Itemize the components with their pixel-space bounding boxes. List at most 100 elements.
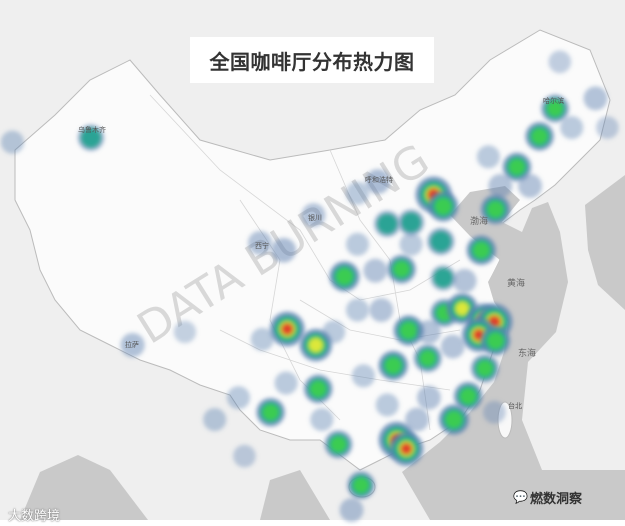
heat-point [351,364,376,388]
bay-of-bengal [20,455,148,520]
heat-ring [472,241,490,259]
label-taipei: 台北 [508,401,522,410]
heat-point [470,354,499,383]
heat-point [310,407,334,432]
heat-ring [419,350,436,367]
heat-point [77,124,105,151]
heat-point [203,407,227,432]
heat-point [541,94,569,123]
heat-ring [0,130,24,154]
heat-ring [440,334,465,359]
label-urumqi: 乌鲁木齐 [78,125,106,134]
heat-point [596,116,619,139]
heat-ring [271,237,297,263]
heat-point [428,191,459,222]
heat-ring [309,380,327,398]
heat-ring [459,387,477,405]
heat-ring [476,145,500,169]
heat-ring [345,232,370,256]
heat-ring [487,332,505,350]
heat-ring [452,268,477,293]
heat-point [416,385,441,410]
heat-point [480,194,511,225]
heat-point [250,327,274,351]
heat-ring [400,442,413,455]
heat-ring [434,197,452,216]
heat-point [416,320,441,344]
heat-ring [377,213,398,235]
heat-point [120,332,145,358]
heat-point [365,169,391,194]
heat-ring [345,298,370,322]
heat-point [427,227,455,255]
heat-point [387,254,416,284]
heat-ring [487,200,505,218]
map-title: 全国咖啡厅分布热力图 [209,49,415,74]
label-lhasa: 拉萨 [125,340,139,349]
heat-ring [351,364,376,388]
heat-ring [483,400,506,424]
heat-layer [0,50,619,523]
heat-ring [322,320,346,344]
heat-ring [430,231,452,252]
heat-ring [262,404,279,421]
heat-ring [399,232,423,256]
heat-point [452,268,477,293]
heat-point [430,265,456,291]
heat-point [399,232,423,256]
heat-point [274,371,298,395]
heat-point [405,407,429,432]
label-bohai: 渤海 [470,215,488,227]
heat-point [0,130,24,154]
heat-ring [547,100,564,117]
label-harbin: 哈尔滨 [543,96,564,105]
heat-point [453,381,483,411]
heat-point [525,122,554,151]
wechat-icon: 💬 [513,490,528,504]
label-huanghai: 黄海 [507,277,525,289]
heat-ring [281,323,294,336]
heat-ring [120,332,145,358]
heat-ring [384,357,402,375]
heat-point [378,350,408,381]
heat-point [339,498,364,523]
heat-point [345,298,370,322]
heat-ring [250,327,274,351]
left-logo: 大数跨境 [8,509,61,524]
heat-ring [330,436,347,453]
heat-ring [433,268,453,288]
heat-ring [353,477,370,494]
heat-ring [416,385,441,410]
heat-point [345,232,370,256]
heat-ring [339,498,364,523]
heat-point [583,86,608,111]
heat-point [480,326,511,356]
heat-ring [518,174,543,198]
heat-point [269,311,305,347]
heat-point [502,152,532,182]
heat-point [518,174,543,198]
andaman-sea [260,470,330,520]
heat-ring [508,158,526,176]
heat-point [393,315,424,346]
heat-point [324,430,353,459]
heat-point [226,386,251,410]
heat-point [440,334,465,359]
heat-ring [400,212,422,233]
heat-ring [308,338,323,352]
heat-point [173,320,197,344]
heat-ring [310,407,334,432]
heat-point [233,444,256,468]
heat-point [271,237,297,263]
east-sea-region [402,186,625,520]
heat-ring [399,321,418,340]
heat-point [413,344,442,373]
heat-ring [416,320,441,344]
heat-point [389,431,424,466]
heat-point [329,261,360,292]
heat-ring [365,169,391,194]
heat-point [322,320,346,344]
japan-sea-region [585,175,625,310]
